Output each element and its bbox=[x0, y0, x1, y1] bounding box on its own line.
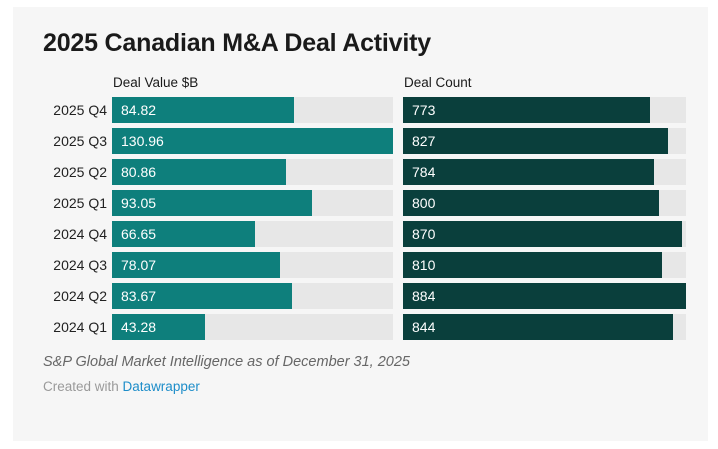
deal-value-bar: 78.07 bbox=[112, 252, 280, 278]
deal-count-track: 827 bbox=[403, 128, 686, 154]
paired-bar-chart: Deal Value $B Deal Count 2025 Q4 84.82 7… bbox=[43, 75, 686, 345]
quarter-label: 2024 Q1 bbox=[53, 319, 107, 335]
deal-value-label: 66.65 bbox=[121, 226, 157, 242]
deal-count-track: 870 bbox=[403, 221, 686, 247]
deal-count-label: 870 bbox=[412, 226, 436, 242]
deal-count-bar: 844 bbox=[403, 314, 674, 340]
quarter-label: 2025 Q4 bbox=[53, 102, 107, 118]
deal-value-bar: 43.28 bbox=[112, 314, 205, 340]
deal-count-bar: 884 bbox=[403, 283, 686, 309]
deal-count-label: 810 bbox=[412, 257, 436, 273]
deal-count-bar: 800 bbox=[403, 190, 660, 216]
datawrapper-link[interactable]: Datawrapper bbox=[122, 379, 200, 394]
deal-count-label: 844 bbox=[412, 319, 436, 335]
deal-count-label: 784 bbox=[412, 164, 436, 180]
deal-count-track: 800 bbox=[403, 190, 686, 216]
deal-value-label: 43.28 bbox=[121, 319, 157, 335]
deal-value-track: 93.05 bbox=[112, 190, 393, 216]
deal-count-track: 884 bbox=[403, 283, 686, 309]
deal-count-label: 884 bbox=[412, 288, 436, 304]
chart-row: 2025 Q2 80.86 784 bbox=[43, 159, 686, 185]
deal-value-bar: 84.82 bbox=[112, 97, 294, 123]
quarter-label: 2025 Q3 bbox=[53, 133, 107, 149]
deal-count-bar: 827 bbox=[403, 128, 668, 154]
column-header-deal-count: Deal Count bbox=[404, 75, 472, 90]
deal-value-label: 80.86 bbox=[121, 164, 157, 180]
deal-count-bar: 870 bbox=[403, 221, 682, 247]
deal-value-bar: 83.67 bbox=[112, 283, 292, 309]
chart-row: 2025 Q3 130.96 827 bbox=[43, 128, 686, 154]
quarter-label: 2024 Q4 bbox=[53, 226, 107, 242]
deal-count-track: 844 bbox=[403, 314, 686, 340]
deal-value-label: 130.96 bbox=[121, 133, 164, 149]
chart-rows: 2025 Q4 84.82 773 2025 Q3 130.96 bbox=[43, 97, 686, 340]
deal-count-bar: 784 bbox=[403, 159, 654, 185]
deal-value-label: 78.07 bbox=[121, 257, 157, 273]
quarter-label: 2024 Q2 bbox=[53, 288, 107, 304]
deal-value-track: 80.86 bbox=[112, 159, 393, 185]
deal-value-label: 84.82 bbox=[121, 102, 157, 118]
deal-value-label: 93.05 bbox=[121, 195, 157, 211]
deal-value-bar: 93.05 bbox=[112, 190, 312, 216]
chart-row: 2025 Q1 93.05 800 bbox=[43, 190, 686, 216]
deal-value-label: 83.67 bbox=[121, 288, 157, 304]
deal-count-bar: 773 bbox=[403, 97, 651, 123]
deal-value-track: 66.65 bbox=[112, 221, 393, 247]
deal-value-track: 84.82 bbox=[112, 97, 393, 123]
credit-prefix: Created with bbox=[43, 379, 123, 394]
quarter-label: 2024 Q3 bbox=[53, 257, 107, 273]
chart-row: 2024 Q4 66.65 870 bbox=[43, 221, 686, 247]
column-header-deal-value: Deal Value $B bbox=[113, 75, 199, 90]
column-headers: Deal Value $B Deal Count bbox=[43, 75, 686, 90]
deal-value-track: 43.28 bbox=[112, 314, 393, 340]
deal-value-track: 130.96 bbox=[112, 128, 393, 154]
deal-value-bar: 80.86 bbox=[112, 159, 286, 185]
deal-value-track: 78.07 bbox=[112, 252, 393, 278]
chart-title: 2025 Canadian M&A Deal Activity bbox=[43, 29, 431, 57]
deal-count-track: 773 bbox=[403, 97, 686, 123]
deal-count-label: 773 bbox=[412, 102, 436, 118]
quarter-label: 2025 Q2 bbox=[53, 164, 107, 180]
label-column-spacer bbox=[43, 75, 107, 90]
chart-row: 2024 Q1 43.28 844 bbox=[43, 314, 686, 340]
chart-row: 2025 Q4 84.82 773 bbox=[43, 97, 686, 123]
deal-count-track: 784 bbox=[403, 159, 686, 185]
deal-count-label: 827 bbox=[412, 133, 436, 149]
chart-row: 2024 Q3 78.07 810 bbox=[43, 252, 686, 278]
chart-footer: S&P Global Market Intelligence as of Dec… bbox=[43, 354, 410, 394]
deal-value-bar: 66.65 bbox=[112, 221, 255, 247]
deal-count-track: 810 bbox=[403, 252, 686, 278]
deal-value-bar: 130.96 bbox=[112, 128, 393, 154]
deal-value-track: 83.67 bbox=[112, 283, 393, 309]
chart-row: 2024 Q2 83.67 884 bbox=[43, 283, 686, 309]
deal-count-label: 800 bbox=[412, 195, 436, 211]
quarter-label: 2025 Q1 bbox=[53, 195, 107, 211]
chart-panel: 2025 Canadian M&A Deal Activity Deal Val… bbox=[13, 7, 708, 441]
source-note: S&P Global Market Intelligence as of Dec… bbox=[43, 354, 410, 370]
credit-line: Created with Datawrapper bbox=[43, 379, 410, 394]
deal-count-bar: 810 bbox=[403, 252, 663, 278]
